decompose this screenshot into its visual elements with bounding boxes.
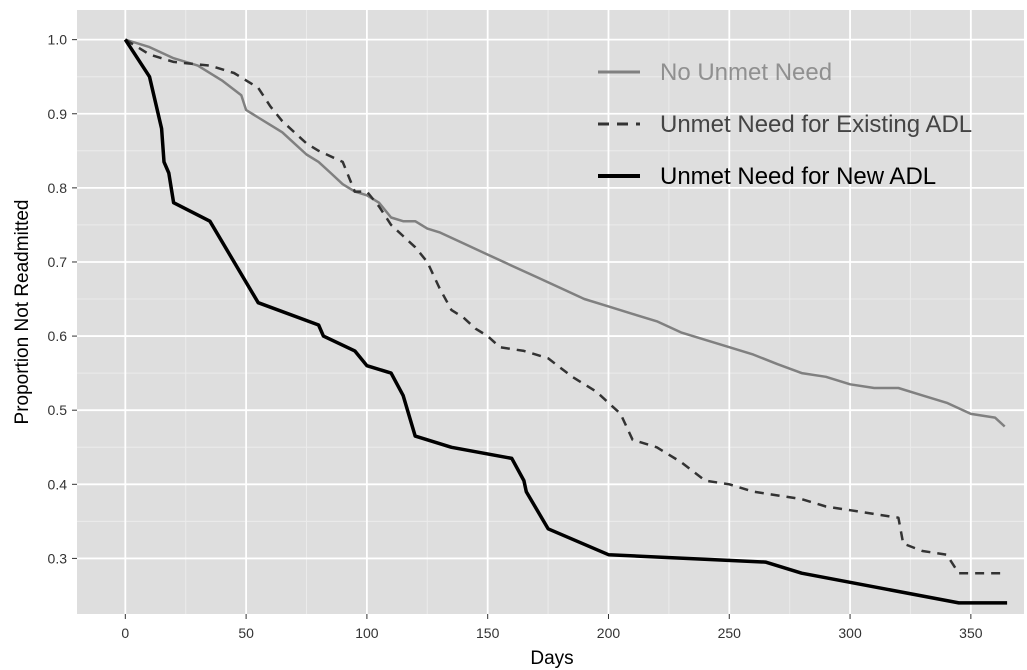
y-tick-label: 0.7 (48, 254, 68, 270)
x-tick-label: 0 (121, 625, 129, 641)
legend: No Unmet Need Unmet Need for Existing ADL… (598, 59, 972, 190)
legend-label-1: No Unmet Need (660, 59, 832, 86)
y-tick-label: 0.3 (48, 550, 68, 566)
y-axis-title: Proportion Not Readmitted (12, 200, 33, 425)
grid (77, 10, 1024, 614)
series-line-1 (124, 38, 1006, 428)
y-tick-label: 0.9 (48, 106, 68, 122)
legend-label-2: Unmet Need for Existing ADL (660, 111, 972, 138)
x-tick-label: 250 (718, 625, 742, 641)
y-tick-label: 0.6 (48, 328, 68, 344)
x-tick-label: 150 (476, 625, 500, 641)
legend-label-3: Unmet Need for New ADL (660, 163, 936, 190)
x-tick-label: 200 (597, 625, 621, 641)
ticks: 0 50 100 150 200 250 300 350 0.3 0.4 0.5 0.6 0.7 0.8 0… (48, 32, 983, 641)
x-tick-label: 100 (355, 625, 379, 641)
x-tick-label: 300 (838, 625, 862, 641)
series-line-3 (123, 38, 1008, 605)
x-tick-label: 50 (238, 625, 254, 641)
series-line-2 (124, 38, 1008, 575)
x-tick-label: 350 (959, 625, 983, 641)
plot-panel (77, 10, 1024, 614)
y-tick-label: 1.0 (48, 32, 68, 48)
x-axis-title: Days (530, 648, 573, 669)
y-tick-label: 0.4 (48, 476, 68, 492)
series-layer (123, 38, 1008, 605)
y-tick-label: 0.5 (48, 402, 68, 418)
y-tick-label: 0.8 (48, 180, 68, 196)
